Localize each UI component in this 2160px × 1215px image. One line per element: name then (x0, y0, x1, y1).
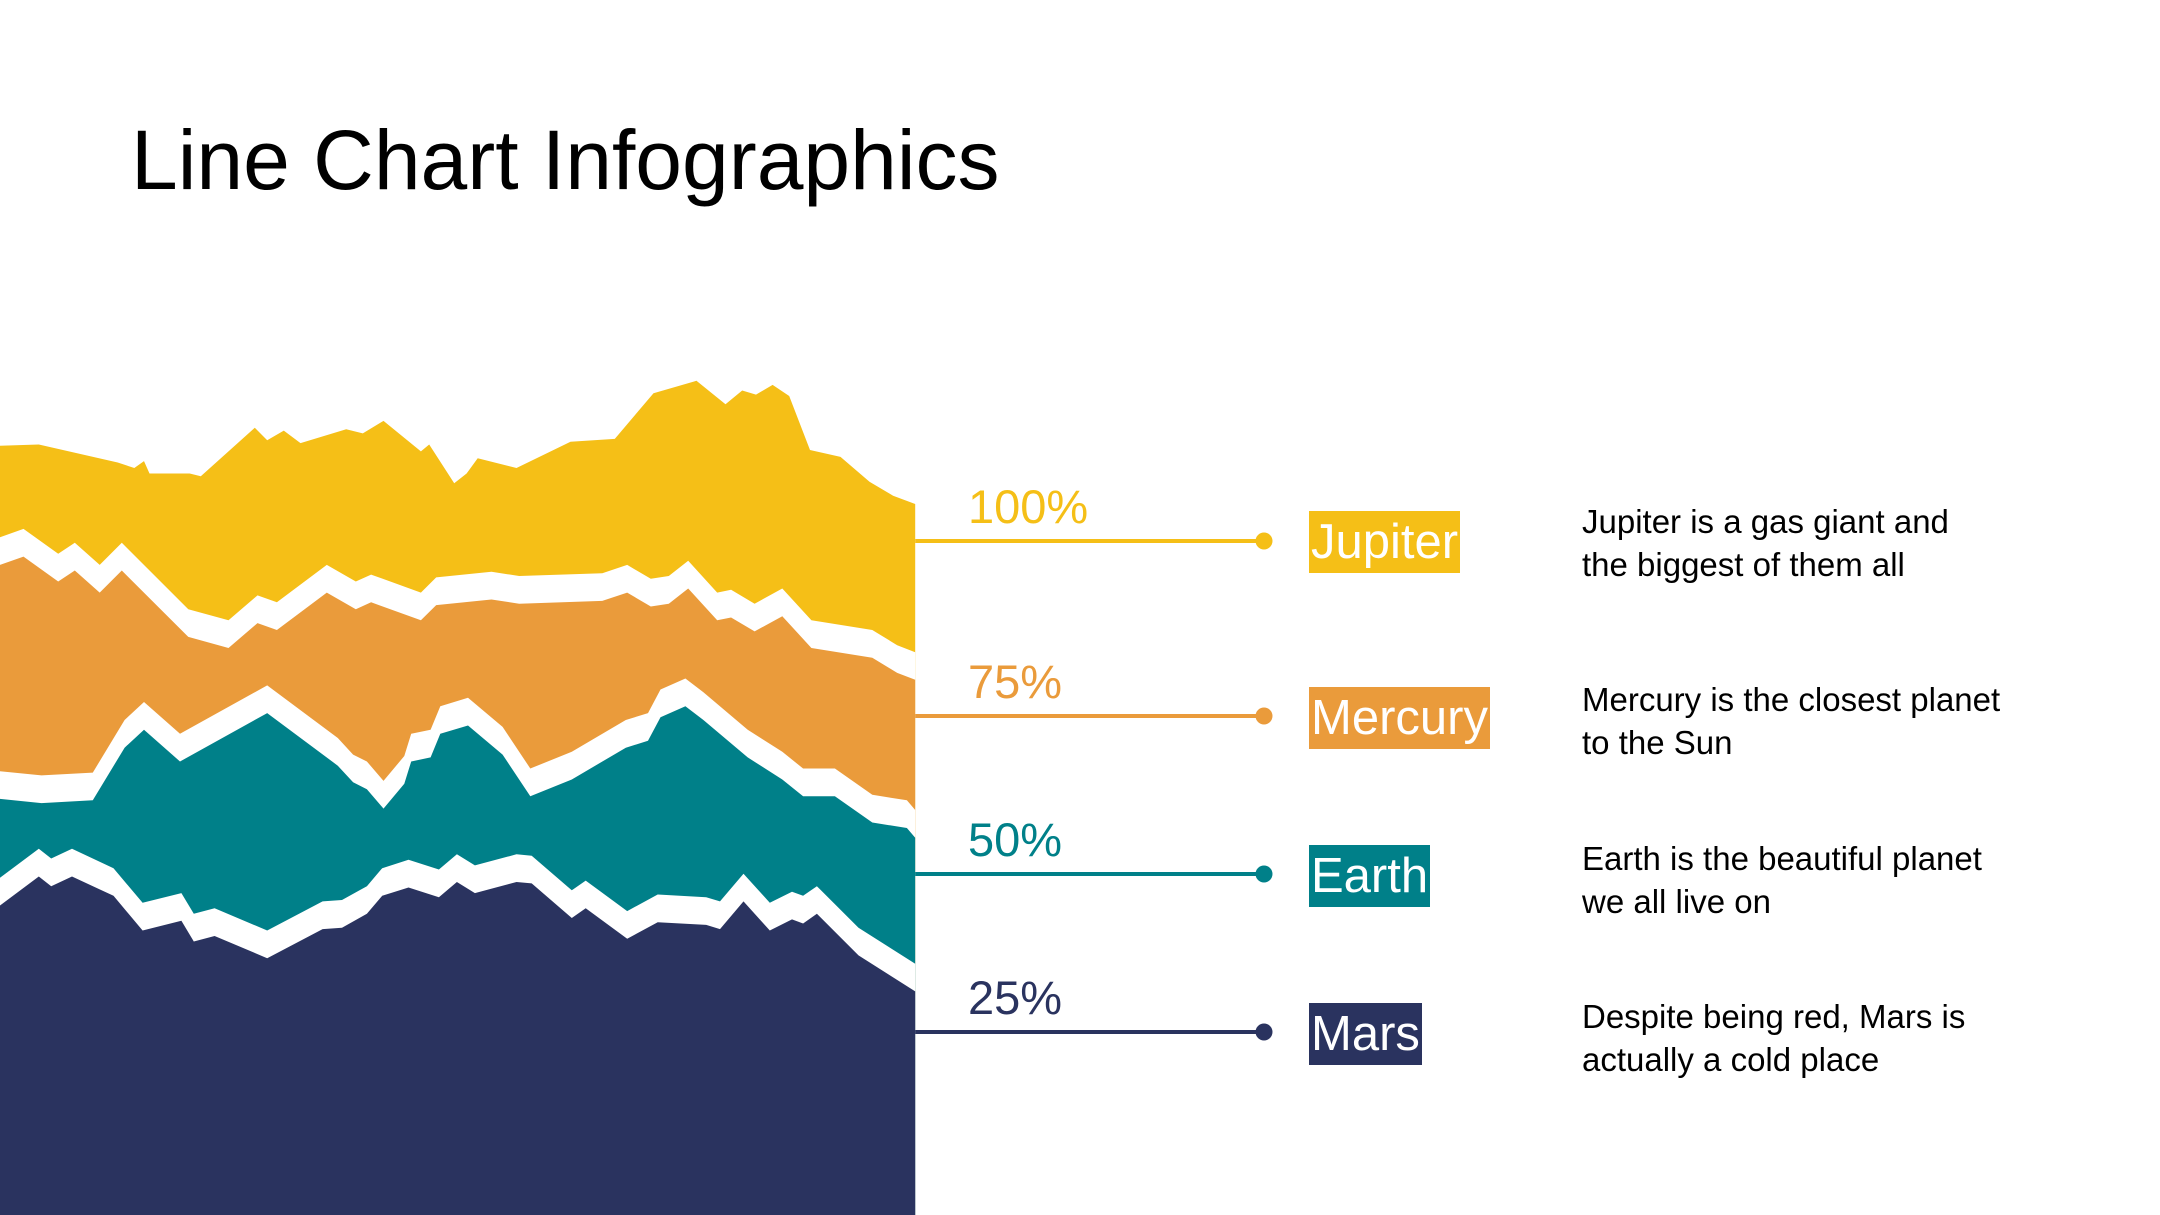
series-tag-earth: Earth (1309, 845, 1431, 907)
series-tag-jupiter: Jupiter (1309, 511, 1461, 573)
connector-dot-mercury (1255, 707, 1273, 725)
connector-dot-earth (1255, 865, 1273, 883)
page-title: Line Chart Infographics (131, 113, 1000, 207)
description-line: Earth is the beautiful planet (1582, 840, 1982, 877)
area-mars (0, 876, 916, 1215)
series-description-jupiter: Jupiter is a gas giant and the biggest of… (1582, 500, 2102, 586)
percent-label-earth: 50% (968, 813, 1063, 866)
series-description-mars: Despite being red, Mars is actually a col… (1582, 995, 2102, 1081)
connector-dot-mars (1255, 1023, 1273, 1041)
description-line: Jupiter is a gas giant and (1582, 503, 1949, 540)
description-line: Mercury is the closest planet (1582, 681, 2001, 718)
series-tag-mercury: Mercury (1309, 687, 1490, 749)
description-line: Despite being red, Mars is (1582, 998, 1966, 1035)
percent-label-mars: 25% (968, 971, 1063, 1024)
series-description-earth: Earth is the beautiful planet we all live… (1582, 837, 2102, 923)
series-description-mercury: Mercury is the closest planet to the Sun (1582, 678, 2102, 764)
series-tag-mars: Mars (1309, 1003, 1422, 1065)
connector-dot-jupiter (1255, 532, 1273, 550)
description-line: actually a cold place (1582, 1041, 1880, 1078)
description-line: we all live on (1582, 883, 1771, 920)
percent-label-jupiter: 100% (968, 480, 1089, 533)
percent-label-mercury: 75% (968, 655, 1063, 708)
description-line: to the Sun (1582, 724, 1733, 761)
description-line: the biggest of them all (1582, 546, 1905, 583)
